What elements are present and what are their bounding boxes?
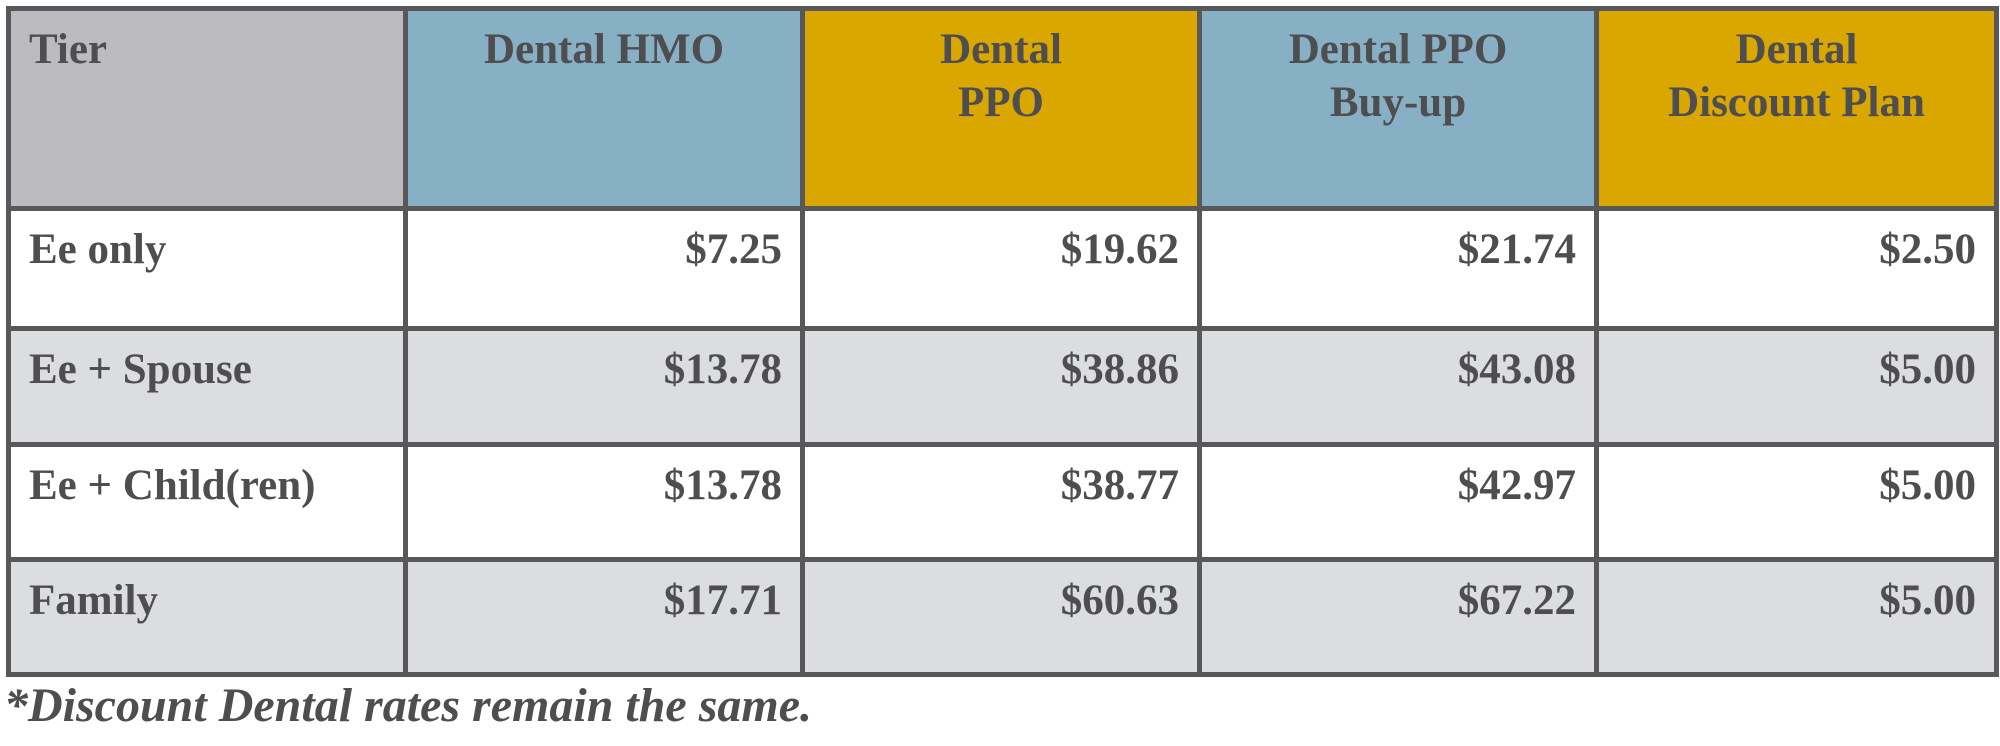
header-dental-ppo-buyup: Dental PPO Buy-up xyxy=(1197,6,1599,211)
hmo-rate-cell: $13.78 xyxy=(403,326,805,447)
tier-cell: Ee + Spouse xyxy=(6,326,408,447)
ppo-buyup-rate-cell: $43.08 xyxy=(1197,326,1599,447)
ppo-rate-cell: $38.86 xyxy=(800,326,1202,447)
discount-rate-cell: $2.50 xyxy=(1594,206,1999,331)
dental-rates-table: Tier Dental HMO Dental PPO Dental PPO Bu… xyxy=(6,6,1999,677)
header-dental-discount-plan: Dental Discount Plan xyxy=(1594,6,1999,211)
discount-rate-cell: $5.00 xyxy=(1594,442,1999,562)
table-row: Ee only $7.25 $19.62 $21.74 $2.50 xyxy=(6,206,1999,331)
tier-cell: Ee + Child(ren) xyxy=(6,442,408,562)
hmo-rate-cell: $17.71 xyxy=(403,557,805,677)
ppo-rate-cell: $60.63 xyxy=(800,557,1202,677)
ppo-buyup-rate-cell: $67.22 xyxy=(1197,557,1599,677)
tier-cell: Family xyxy=(6,557,408,677)
header-dental-ppo: Dental PPO xyxy=(800,6,1202,211)
header-tier: Tier xyxy=(6,6,408,211)
table-row: Ee + Child(ren) $13.78 $38.77 $42.97 $5.… xyxy=(6,442,1999,562)
ppo-rate-cell: $38.77 xyxy=(800,442,1202,562)
discount-rate-cell: $5.00 xyxy=(1594,326,1999,447)
ppo-rate-cell: $19.62 xyxy=(800,206,1202,331)
table-row: Family $17.71 $60.63 $67.22 $5.00 xyxy=(6,557,1999,677)
hmo-rate-cell: $7.25 xyxy=(403,206,805,331)
hmo-rate-cell: $13.78 xyxy=(403,442,805,562)
ppo-buyup-rate-cell: $21.74 xyxy=(1197,206,1599,331)
header-dental-hmo: Dental HMO xyxy=(403,6,805,211)
table-row: Ee + Spouse $13.78 $38.86 $43.08 $5.00 xyxy=(6,326,1999,447)
discount-rate-cell: $5.00 xyxy=(1594,557,1999,677)
table-header-row: Tier Dental HMO Dental PPO Dental PPO Bu… xyxy=(6,6,1999,211)
ppo-buyup-rate-cell: $42.97 xyxy=(1197,442,1599,562)
tier-cell: Ee only xyxy=(6,206,408,331)
footnote: *Discount Dental rates remain the same. xyxy=(4,679,813,732)
